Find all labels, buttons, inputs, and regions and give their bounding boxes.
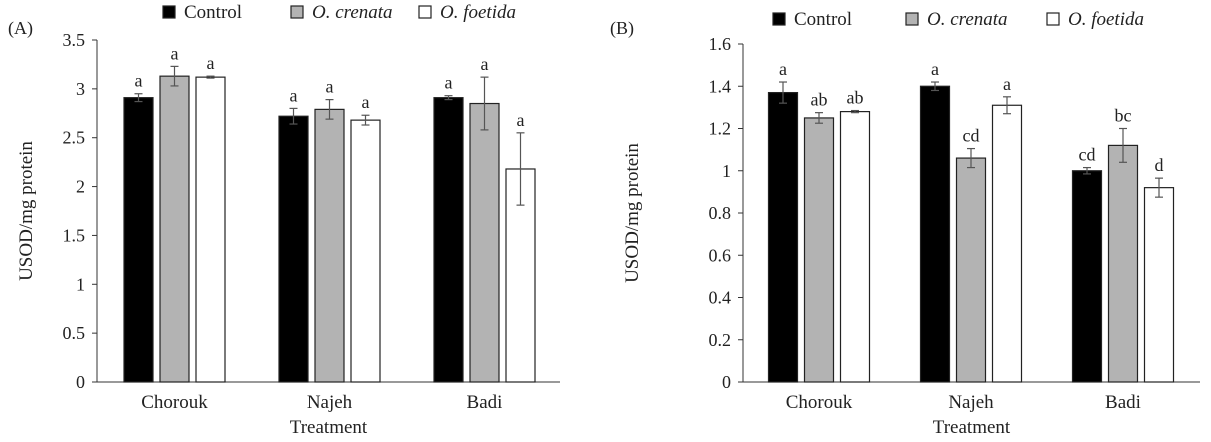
chart-b-y-tick-label: 0.6 bbox=[709, 245, 732, 265]
chart-b-bar bbox=[1107, 144, 1139, 383]
chart-a-svg: (A) 0 0.5 1 1.5 2 2.5 3 3.5 USOD/mg protein a a a Cho… bbox=[8, 2, 560, 438]
chart-b-category-label: Najeh bbox=[948, 392, 994, 413]
chart-b-y-tick-label: 1.6 bbox=[709, 34, 732, 54]
chart-b-significance-label: a bbox=[779, 59, 787, 79]
chart-b-legend-swatch bbox=[1046, 12, 1060, 26]
chart-a-x-axis-title: Treatment bbox=[290, 417, 368, 438]
chart-b-bar bbox=[803, 117, 835, 383]
chart-b-legend-label: O. crenata bbox=[927, 9, 1008, 30]
chart-a-category-label: Badi bbox=[467, 392, 503, 413]
chart-a-legend-swatch bbox=[418, 5, 432, 19]
chart-b-y-tick-label: 0.4 bbox=[709, 288, 732, 308]
chart-a-y-tick-label: 1 bbox=[76, 274, 85, 294]
chart-a-bar bbox=[469, 102, 500, 383]
chart-a-panel-label: (A) bbox=[8, 18, 33, 39]
chart-a-bar bbox=[159, 75, 190, 383]
chart-a-significance-label: a bbox=[135, 71, 143, 91]
chart-a-significance-label: a bbox=[326, 77, 334, 97]
chart-a-y-tick-label: 0 bbox=[76, 372, 85, 392]
chart-b-y-tick-label: 0.2 bbox=[709, 330, 732, 350]
chart-b-bar bbox=[839, 110, 871, 383]
chart-b-category-label: Chorouk bbox=[786, 392, 853, 413]
chart-a-legend-swatch bbox=[290, 5, 304, 19]
chart-a-legend-label: Control bbox=[184, 2, 242, 23]
chart-b-y-tick-label: 1 bbox=[722, 161, 731, 181]
chart-a-legend-label: O. foetida bbox=[440, 2, 516, 23]
chart-a-legend-swatch bbox=[162, 5, 176, 19]
chart-a-significance-label: a bbox=[290, 85, 298, 105]
chart-a-bar bbox=[123, 97, 154, 383]
chart-a-significance-label: a bbox=[171, 43, 179, 63]
chart-b-legend-label: Control bbox=[794, 9, 852, 30]
chart-a-category-label: Najeh bbox=[307, 392, 353, 413]
chart-a-y-tick-label: 3 bbox=[76, 79, 85, 99]
chart-a-y-tick-label: 3.5 bbox=[63, 30, 86, 50]
chart-b-bar bbox=[919, 85, 951, 383]
chart-b-x-axis-title: Treatment bbox=[933, 417, 1011, 438]
chart-b-panel-label: (B) bbox=[610, 18, 634, 39]
chart-a-significance-label: a bbox=[362, 92, 370, 112]
chart-a-y-axis-title: USOD/mg protein bbox=[16, 141, 37, 281]
chart-b-y-tick-label: 1.4 bbox=[709, 76, 732, 96]
chart-panel-b: (B) 0 0.2 0.4 0.6 0.8 1 1.2 1.4 1.6 USOD/mg protei… bbox=[610, 0, 1210, 442]
chart-a-bar bbox=[314, 108, 345, 383]
chart-a-bar bbox=[350, 119, 381, 383]
chart-a-bar bbox=[278, 115, 309, 383]
chart-a-bar bbox=[433, 97, 464, 383]
chart-b-significance-label: cd bbox=[963, 126, 980, 146]
chart-b-bar bbox=[767, 91, 799, 383]
chart-b-legend-swatch bbox=[772, 12, 786, 26]
chart-b-bar bbox=[991, 104, 1023, 383]
chart-b-category-label: Badi bbox=[1105, 392, 1141, 413]
chart-b-legend-label: O. foetida bbox=[1068, 9, 1144, 30]
chart-b-svg: (B) 0 0.2 0.4 0.6 0.8 1 1.2 1.4 1.6 USOD/mg protei… bbox=[610, 9, 1200, 438]
chart-a-significance-label: a bbox=[481, 54, 489, 74]
chart-a-significance-label: a bbox=[445, 73, 453, 93]
chart-panel-a: (A) 0 0.5 1 1.5 2 2.5 3 3.5 USOD/mg protein a a a Cho… bbox=[0, 0, 600, 442]
chart-b-y-tick-label: 0 bbox=[722, 372, 731, 392]
chart-b-significance-label: d bbox=[1155, 155, 1164, 175]
chart-b-significance-label: cd bbox=[1079, 145, 1096, 165]
chart-a-category-label: Chorouk bbox=[141, 392, 208, 413]
chart-b-bar bbox=[1143, 187, 1175, 383]
chart-b-significance-label: ab bbox=[847, 88, 864, 108]
chart-b-significance-label: bc bbox=[1115, 106, 1132, 126]
chart-a-y-tick-label: 2 bbox=[76, 177, 85, 197]
chart-b-y-tick-label: 0.8 bbox=[709, 203, 732, 223]
chart-b-significance-label: a bbox=[1003, 74, 1011, 94]
chart-a-significance-label: a bbox=[517, 110, 525, 130]
chart-b-significance-label: ab bbox=[811, 90, 828, 110]
chart-a-significance-label: a bbox=[207, 53, 215, 73]
chart-a-y-tick-label: 0.5 bbox=[63, 323, 86, 343]
chart-a-y-tick-label: 1.5 bbox=[63, 225, 86, 245]
chart-b-significance-label: a bbox=[931, 59, 939, 79]
chart-a-bar bbox=[195, 76, 226, 383]
chart-a-legend-label: O. crenata bbox=[312, 2, 393, 23]
chart-b-legend-swatch bbox=[905, 12, 919, 26]
chart-b-y-tick-label: 1.2 bbox=[709, 119, 732, 139]
chart-b-bar bbox=[955, 157, 987, 383]
chart-b-y-axis-title: USOD/mg protein bbox=[622, 143, 643, 283]
chart-b-bar bbox=[1071, 170, 1103, 383]
chart-a-y-tick-label: 2.5 bbox=[63, 128, 86, 148]
